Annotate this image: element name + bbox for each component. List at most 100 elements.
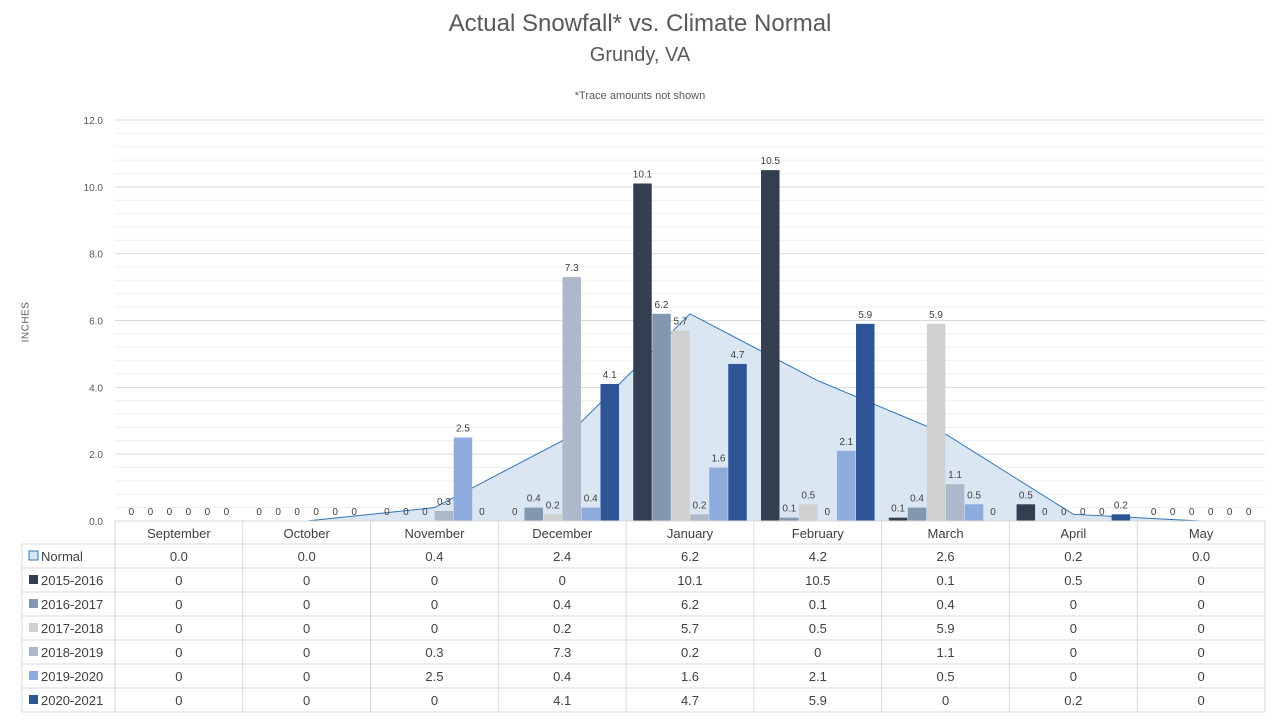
bar-value-label: 4.7 <box>731 350 745 361</box>
bar-value-label: 0 <box>990 507 996 518</box>
table-cell: 0.3 <box>425 645 443 660</box>
bar-value-label: 0 <box>1189 507 1195 518</box>
bars <box>434 170 1131 521</box>
bar-value-label: 0 <box>403 507 409 518</box>
table-cell: 0.1 <box>809 597 827 612</box>
bar-value-label: 0.5 <box>1019 490 1033 501</box>
bar-value-label: 0 <box>332 507 338 518</box>
table-cell: 0 <box>1197 597 1204 612</box>
x-tick-label: October <box>284 526 331 541</box>
table-cell: 0.4 <box>553 669 571 684</box>
bar-value-label: 1.6 <box>712 454 726 465</box>
bar <box>709 467 728 521</box>
table-cell: 0 <box>175 693 182 708</box>
table-cell: 0 <box>303 693 310 708</box>
bar-value-label: 6.2 <box>655 300 669 311</box>
table-cell: 10.1 <box>677 573 702 588</box>
bar <box>945 484 965 521</box>
bar <box>856 323 875 521</box>
bar-value-label: 0.2 <box>693 500 707 511</box>
bar-value-label: 0 <box>129 507 135 518</box>
legend-label: 2017-2018 <box>41 621 103 636</box>
bar-value-label: 0 <box>1227 507 1233 518</box>
bar <box>543 514 562 521</box>
table-cell: 0 <box>175 645 182 660</box>
bar-value-label: 0 <box>1042 507 1048 518</box>
table-cell: 7.3 <box>553 645 571 660</box>
x-tick-label: February <box>792 526 845 541</box>
bar-value-label: 0 <box>479 507 485 518</box>
table-cell: 0 <box>303 573 310 588</box>
table-cell: 0.4 <box>425 549 443 564</box>
bar-value-label: 0 <box>1080 507 1086 518</box>
bar-value-label: 7.3 <box>565 263 579 274</box>
table-cell: 0 <box>431 621 438 636</box>
legend-label: 2018-2019 <box>41 645 103 660</box>
data-table: September October November December January F… <box>21 520 1266 713</box>
table-cell: 0 <box>431 597 438 612</box>
bar <box>524 507 543 521</box>
table-cell: 0 <box>303 621 310 636</box>
x-tick-label: April <box>1060 526 1086 541</box>
y-tick-label: 0.0 <box>89 517 103 528</box>
bar <box>780 517 799 521</box>
bar <box>837 450 856 521</box>
x-tick-label: January <box>667 526 714 541</box>
y-tick-label: 8.0 <box>89 250 103 261</box>
bar <box>690 514 709 521</box>
bar-value-label: 0 <box>186 507 192 518</box>
x-tick-label: May <box>1189 526 1214 541</box>
bar-value-label: 4.1 <box>603 370 617 381</box>
table-cell: 0 <box>942 693 949 708</box>
y-tick-label: 10.0 <box>84 183 104 194</box>
bar-value-label: 0 <box>1061 507 1067 518</box>
table-cell: 5.7 <box>681 621 699 636</box>
table-cell: 1.1 <box>937 645 955 660</box>
legend-label: 2019-2020 <box>41 669 103 684</box>
bar-value-label: 2.5 <box>456 423 470 434</box>
legend-swatch <box>29 671 38 680</box>
bar-value-label: 0 <box>1099 507 1105 518</box>
table-cell: 2.5 <box>425 669 443 684</box>
legend-label: 2016-2017 <box>41 597 103 612</box>
legend-swatch <box>29 623 38 632</box>
bar-value-label: 0 <box>294 507 300 518</box>
bar-value-label: 0 <box>1170 507 1176 518</box>
table-cell: 0.5 <box>809 621 827 636</box>
table-cell: 10.5 <box>805 573 830 588</box>
legend-label: Normal <box>41 549 83 564</box>
chart-title: Actual Snowfall* vs. Climate Normal <box>448 10 832 37</box>
bar-value-label: 0 <box>1208 507 1214 518</box>
table-cell: 2.6 <box>937 549 955 564</box>
bar-value-label: 10.5 <box>761 156 781 167</box>
table-cell: 0 <box>303 645 310 660</box>
table-cell: 4.7 <box>681 693 699 708</box>
bar <box>888 517 908 521</box>
legend-label: 2020-2021 <box>41 693 103 708</box>
table-cell: 0 <box>175 597 182 612</box>
table-cell: 4.2 <box>809 549 827 564</box>
table-cell: 0 <box>175 621 182 636</box>
bar-value-label: 0 <box>1151 507 1157 518</box>
bar-value-label: 0.5 <box>801 490 815 501</box>
y-tick-label: 2.0 <box>89 450 103 461</box>
bar-value-label: 0.1 <box>782 504 796 515</box>
bar-value-label: 2.1 <box>839 437 853 448</box>
table-cell: 0.2 <box>1064 549 1082 564</box>
bar <box>799 504 818 521</box>
table-cell: 0.5 <box>937 669 955 684</box>
legend-swatch <box>28 550 39 561</box>
bar-value-label: 5.9 <box>858 310 872 321</box>
bar <box>581 507 600 521</box>
bar <box>671 330 690 521</box>
bar <box>562 277 581 521</box>
table-cell: 0 <box>1197 645 1204 660</box>
bar <box>964 504 984 521</box>
table-cell: 0 <box>1197 621 1204 636</box>
bar <box>728 363 747 521</box>
legend-swatch <box>29 599 38 608</box>
bar <box>1016 504 1036 521</box>
bar-value-label: 0.4 <box>527 494 541 505</box>
table-cell: 0.0 <box>1192 549 1210 564</box>
chart-note: *Trace amounts not shown <box>574 90 706 102</box>
